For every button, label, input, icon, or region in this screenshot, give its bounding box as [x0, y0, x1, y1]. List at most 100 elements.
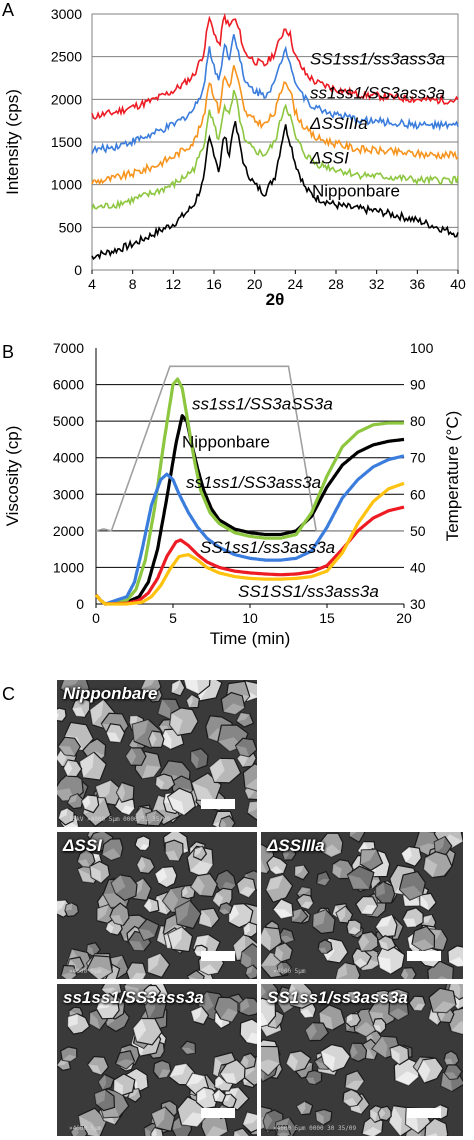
granule-facet — [305, 1022, 317, 1041]
series-annotation: Nipponbare — [182, 432, 270, 451]
granule-facet — [144, 994, 156, 1020]
granule-facet — [206, 1125, 228, 1136]
sem-image-nipponbare: Nipponbare 15kV ×4000 5μm 0000 31 35/09 — [57, 680, 257, 827]
granule-facet — [273, 909, 294, 919]
series-line-ss1ss1-ss3ass3a — [91, 12, 459, 120]
granule-facet — [125, 747, 137, 766]
y-tick-label: 6000 — [53, 377, 84, 393]
series-line--ssiiia — [91, 65, 459, 186]
series-annotation: ss1ss1/SS3aSS3a — [192, 395, 333, 414]
granule-facet — [140, 680, 155, 689]
granule-facet — [158, 1069, 171, 1079]
granule-facet — [198, 909, 212, 928]
granule-facet — [349, 1043, 358, 1059]
granule-facet — [402, 918, 417, 928]
y-tick-label: 3000 — [53, 486, 84, 502]
granule-facet — [136, 856, 146, 873]
scale-bar — [407, 1108, 441, 1118]
granule-facet — [389, 1105, 402, 1136]
granule-facet — [81, 795, 91, 810]
granule-facet — [344, 1080, 365, 1091]
sem-image-dssi: ΔSSI ×4000 5μm — [57, 832, 257, 979]
x-tick-label: 15 — [319, 610, 335, 626]
y2-tick-label: 80 — [410, 413, 426, 429]
panel-label-b: B — [2, 342, 15, 362]
granule-facet — [165, 850, 179, 861]
granule-facet — [399, 885, 423, 900]
granule-facet — [375, 881, 386, 897]
x-tick-label: 28 — [328, 276, 344, 292]
starch-granule — [275, 1124, 292, 1136]
granule-facet — [235, 745, 250, 757]
granule-facet — [214, 1013, 223, 1029]
viscosity-chart: 0100020003000400050006000700030405060708… — [3, 340, 462, 648]
granule-facet — [426, 1133, 438, 1136]
granule-facet — [180, 1047, 196, 1055]
granule-facet — [270, 865, 284, 875]
granule-facet — [97, 904, 109, 921]
sem-image-ss1ss1-ss3ass3a: ss1ss1/SS3ass3a ×4000 5μm — [57, 984, 257, 1136]
granule-facet — [146, 810, 157, 826]
sem-label: ss1ss1/SS3ass3a — [63, 988, 204, 1007]
granule-facet — [448, 956, 463, 967]
granule-facet — [378, 1107, 386, 1120]
granule-facet — [89, 1012, 100, 1030]
granule-facet — [390, 1048, 400, 1065]
starch-granule — [57, 707, 67, 723]
granule-facet — [349, 832, 357, 837]
granule-facet — [67, 1013, 78, 1027]
granule-facet — [113, 1079, 124, 1096]
granule-facet — [171, 680, 181, 693]
granule-facet — [287, 984, 301, 1006]
granule-facet — [151, 1107, 166, 1128]
granule-facet — [247, 801, 257, 813]
granule-facet — [305, 1077, 316, 1085]
granule-facet — [96, 993, 110, 1010]
granule-facet — [98, 1074, 107, 1091]
granule-facet — [194, 951, 202, 957]
granule-facet — [90, 866, 102, 884]
granule-facet — [417, 1059, 431, 1084]
granule-facet — [79, 752, 95, 778]
y-tick-label: 3000 — [51, 6, 82, 22]
granule-facet — [190, 751, 199, 770]
granule-facet — [147, 953, 161, 973]
granule-facet — [111, 874, 126, 894]
granule-facet — [67, 793, 78, 804]
y-tick-label: 4000 — [53, 450, 84, 466]
granule-facet — [193, 846, 203, 857]
granule-facet — [187, 976, 197, 979]
granule-facet — [105, 922, 114, 934]
granule-facet — [419, 895, 429, 911]
granule-facet — [186, 694, 193, 708]
granule-facet — [301, 901, 314, 910]
granule-facet — [95, 780, 111, 803]
granule-facet — [335, 962, 348, 979]
granule-facet — [62, 1054, 77, 1062]
y-tick-label: 1500 — [51, 134, 82, 150]
granule-facet — [142, 765, 162, 779]
granule-facet — [199, 964, 219, 975]
granule-facet — [135, 806, 145, 824]
granule-facet — [434, 836, 445, 854]
x-tick-label: 32 — [369, 276, 385, 292]
granule-facet — [286, 1052, 298, 1072]
granule-facet — [132, 719, 149, 742]
granule-facet — [240, 1055, 249, 1069]
y2-tick-label: 50 — [410, 523, 426, 539]
series-annotation: ΔSSI — [309, 148, 349, 167]
granule-facet — [348, 926, 361, 935]
granule-facet — [223, 703, 245, 715]
granule-facet — [101, 848, 121, 861]
x-axis-label: 2θ — [266, 290, 285, 309]
granule-facet — [388, 1008, 409, 1021]
y2-tick-label: 40 — [410, 559, 426, 575]
granule-facet — [360, 849, 377, 865]
granule-facet — [373, 1025, 381, 1034]
granule-facet — [246, 1032, 257, 1045]
y2-tick-label: 100 — [410, 340, 434, 356]
y-tick-label: 1000 — [53, 559, 84, 575]
x-tick-label: 8 — [129, 276, 137, 292]
sem-label: Nipponbare — [63, 684, 158, 703]
x-tick-label: 16 — [206, 276, 222, 292]
